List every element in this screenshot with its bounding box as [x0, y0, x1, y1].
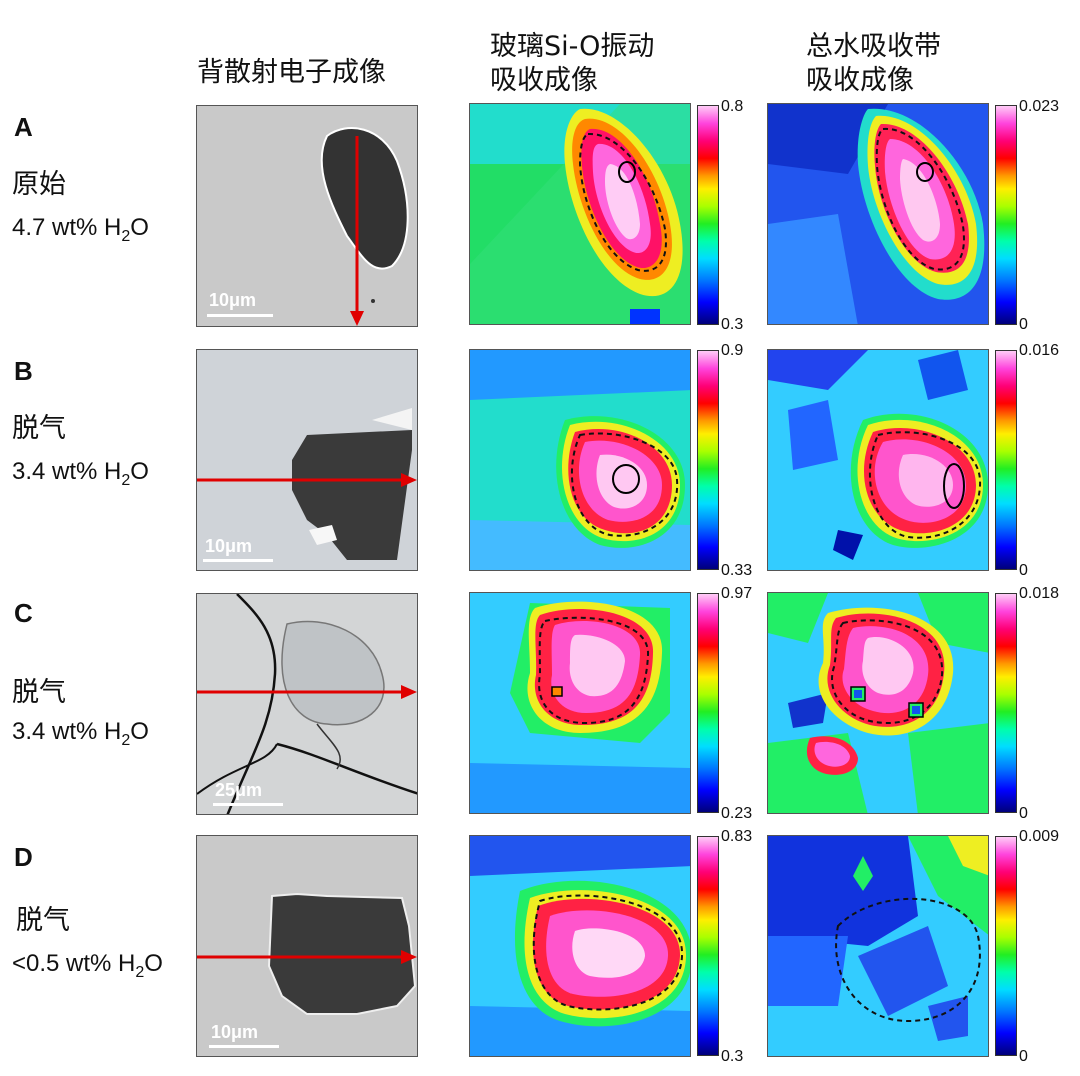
row-c-scale-bar	[213, 803, 283, 806]
row-a-letter: A	[14, 112, 33, 142]
header-water-line1: 总水吸收带	[806, 31, 941, 62]
row-a-water-max: 0.023	[1019, 98, 1060, 115]
header-glass-line2: 吸收成像	[490, 65, 598, 96]
row-d-water-colorbar	[995, 836, 1017, 1056]
row-c-bse-image: 25μm	[196, 593, 418, 815]
header-bse: 背散射电子成像	[197, 57, 386, 88]
row-b-glass-max: 0.9	[721, 342, 744, 359]
row-a-scale-bar	[207, 314, 273, 317]
row-a-scale-label: 10μm	[209, 290, 257, 310]
row-b-scale-label: 10μm	[205, 536, 253, 556]
row-b-name: 脱气	[12, 413, 66, 444]
row-c-water-max: 0.018	[1019, 585, 1060, 602]
row-d-name: 脱气	[16, 905, 70, 936]
row-d-glass-map	[469, 835, 691, 1057]
row-c-glass-min: 0.23	[721, 805, 753, 822]
row-b-water-colorbar	[995, 350, 1017, 570]
row-d-bse-image: 10μm	[196, 835, 418, 1057]
row-d-scale-label: 10μm	[211, 1022, 259, 1042]
row-d-water-map	[767, 835, 989, 1057]
row-a-water-min: 0	[1019, 316, 1028, 333]
row-a-glass-colorbar	[697, 105, 719, 325]
row-a-water-map	[767, 103, 989, 325]
row-d-water-min: 0	[1019, 1048, 1028, 1065]
row-b-glass-map	[469, 349, 691, 571]
row-a-glass-min: 0.3	[721, 316, 744, 333]
row-d-glass-max: 0.83	[721, 828, 753, 845]
row-b-water-map	[767, 349, 989, 571]
row-c-water-min: 0	[1019, 805, 1028, 822]
row-b-water-max: 0.016	[1019, 342, 1060, 359]
row-d-letter: D	[14, 842, 33, 872]
row-a-water-colorbar	[995, 105, 1017, 325]
row-c-letter: C	[14, 598, 33, 628]
row-a-bse-image: 10μm	[196, 105, 418, 327]
row-c-glass-colorbar	[697, 593, 719, 813]
row-c-water-map	[767, 592, 989, 814]
row-b-water-min: 0	[1019, 562, 1028, 579]
row-b-letter: B	[14, 356, 33, 386]
row-b-scale-bar	[203, 559, 273, 562]
row-c-scale-label: 25μm	[215, 780, 263, 800]
header-glass-line1: 玻璃Si-O振动	[490, 31, 655, 62]
row-b-glass-min: 0.33	[721, 562, 753, 579]
row-a-glass-map	[469, 103, 691, 325]
row-a-glass-max: 0.8	[721, 98, 744, 115]
row-b-water: 3.4 wt% H2O	[12, 458, 149, 489]
row-c-water-colorbar	[995, 593, 1017, 813]
row-b-glass-colorbar	[697, 350, 719, 570]
row-d-water: <0.5 wt% H2O	[12, 950, 163, 981]
header-water-line2: 吸收成像	[806, 65, 914, 96]
row-c-glass-map	[469, 592, 691, 814]
row-a-name: 原始	[12, 169, 66, 200]
row-c-name: 脱气	[12, 677, 66, 708]
row-a-water: 4.7 wt% H2O	[12, 214, 149, 245]
row-d-glass-min: 0.3	[721, 1048, 744, 1065]
row-b-bse-image: 10μm	[196, 349, 418, 571]
row-c-glass-max: 0.97	[721, 585, 753, 602]
row-d-scale-bar	[209, 1045, 279, 1048]
row-d-glass-colorbar	[697, 836, 719, 1056]
row-d-water-max: 0.009	[1019, 828, 1060, 845]
row-c-water: 3.4 wt% H2O	[12, 718, 149, 749]
